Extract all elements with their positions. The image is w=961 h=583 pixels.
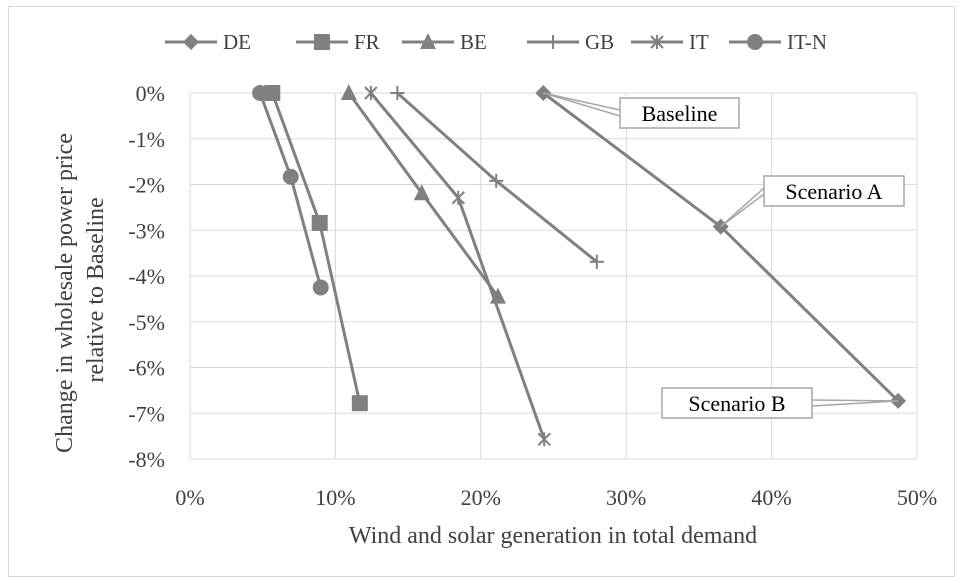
annotations: Baseline Scenario A Scenario B <box>543 92 905 419</box>
y-axis-label: Change in wholesale power price relative… <box>52 127 109 453</box>
annotation-label: Baseline <box>642 101 718 126</box>
y-tick-label: -6% <box>128 356 165 381</box>
leader-line <box>543 92 621 117</box>
leader-line <box>720 193 765 228</box>
data-point <box>351 395 368 412</box>
data-point <box>537 432 551 447</box>
x-axis-label: Wind and solar generation in total deman… <box>349 523 757 549</box>
x-tick-label: 40% <box>751 485 791 510</box>
data-point <box>311 214 328 231</box>
y-tick-label: -7% <box>128 401 165 426</box>
y-tick-label: -1% <box>128 127 165 152</box>
series-de <box>535 85 907 409</box>
y-tick-label: -3% <box>128 218 165 243</box>
series-it-n <box>252 85 329 296</box>
annotation-box <box>619 97 740 129</box>
y-axis-label-line-1: Change in wholesale power price <box>52 133 78 453</box>
annotation-scenario-b: Scenario B <box>661 387 899 419</box>
y-tick-label: -8% <box>128 447 165 472</box>
legend-label: BE <box>460 30 487 54</box>
legend-marker <box>747 34 763 50</box>
annotation-label: Scenario B <box>688 391 785 416</box>
legend-label: IT <box>689 30 709 54</box>
data-point <box>252 85 269 101</box>
legend-item-be: BE <box>402 30 487 54</box>
legend-marker <box>314 34 330 50</box>
legend-item-it: IT <box>631 30 709 54</box>
data-point <box>264 85 281 101</box>
annotation-box <box>661 387 813 419</box>
legend-label: DE <box>223 30 251 54</box>
legend-marker <box>420 33 436 49</box>
leader-line <box>811 399 899 402</box>
legend-item-gb: GB <box>527 30 614 54</box>
data-point <box>451 190 465 205</box>
annotation-box <box>763 175 905 207</box>
annotation-baseline: Baseline <box>543 92 740 129</box>
legend-marker <box>650 35 664 49</box>
data-point <box>390 86 405 100</box>
chart-frame <box>8 6 955 577</box>
y-axis-label-line-2: relative to Baseline <box>83 197 109 382</box>
x-tick-label: 20% <box>461 485 501 510</box>
x-tick-label: 50% <box>897 485 937 510</box>
x-tick-label: 0% <box>175 485 204 510</box>
data-point <box>364 86 378 100</box>
legend-label: IT-N <box>787 30 827 54</box>
legend-label: FR <box>354 30 380 54</box>
x-tick-label: 10% <box>315 485 355 510</box>
y-tick-label: -4% <box>128 264 165 289</box>
annotation-label: Scenario A <box>785 179 882 204</box>
leader-line <box>811 400 899 407</box>
y-tick-label: -2% <box>128 173 165 198</box>
legend-item-de: DE <box>165 30 251 54</box>
data-point <box>312 279 329 296</box>
leader-line <box>543 92 621 111</box>
x-tick-label: 30% <box>606 485 646 510</box>
data-point <box>340 84 357 100</box>
annotation-scenario-a: Scenario A <box>720 175 905 228</box>
leader-line <box>720 187 765 228</box>
data-point <box>413 184 430 201</box>
legend-marker <box>546 35 560 49</box>
series-it <box>364 86 551 447</box>
legend-label: GB <box>585 30 614 54</box>
series-fr <box>264 85 368 412</box>
series-line <box>258 92 323 288</box>
data-point <box>282 168 299 185</box>
data-point <box>589 254 604 269</box>
legend-marker <box>183 34 199 50</box>
grid-lines <box>189 92 918 460</box>
legend-item-it-n: IT-N <box>729 30 827 54</box>
y-tick-label: 0% <box>136 81 165 106</box>
tick-labels: 0% 10% 20% 30% 40% 50% 0% -1% -2% -3% -4% -5% -6% -7%… <box>128 81 937 510</box>
series-line <box>270 92 362 404</box>
legend: DE FR BE GB IT IT-N <box>165 30 827 54</box>
data-point <box>489 173 504 188</box>
series-gb <box>390 86 604 269</box>
y-tick-label: -5% <box>128 310 165 335</box>
legend-item-fr: FR <box>296 30 380 54</box>
